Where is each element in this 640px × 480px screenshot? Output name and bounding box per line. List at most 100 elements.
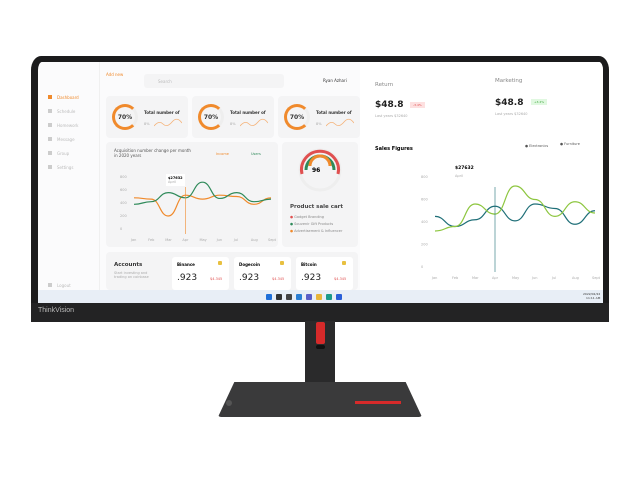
search-icon[interactable] (276, 294, 282, 300)
coin-icon (342, 261, 346, 265)
sidebar-item-settings[interactable]: Settings (48, 160, 79, 174)
x-tick-label: Jun (216, 238, 222, 242)
stand-base (218, 382, 422, 417)
product-title: Product sale cart (290, 204, 344, 210)
stat-sub: 8% (230, 122, 236, 126)
coin-card-bitcoin[interactable]: Bitcoin .923 $4.345 (296, 257, 353, 290)
acquisition-chart-card: Acquisition number change per month in 2… (106, 142, 278, 247)
stat-card: 70% Total number of 8% (106, 96, 188, 138)
x-tick-label: Apr (492, 276, 499, 280)
logout-icon (48, 283, 52, 287)
logout-button[interactable]: Logout (48, 278, 71, 292)
search-input[interactable]: Search (144, 74, 284, 88)
sidebar-item-label: Group (57, 150, 70, 156)
coin-card-dogecoin[interactable]: Dogecoin .923 $4.345 (234, 257, 291, 290)
taskbar: 2022/02/22 11:11 AM (38, 290, 603, 304)
y-tick-label: 600 (421, 198, 428, 202)
coin-value: .923 (301, 273, 322, 283)
sparkline (326, 118, 354, 127)
legend-income: Income (216, 152, 229, 156)
accounts-title: Accounts (114, 262, 143, 268)
task-view-icon[interactable] (286, 294, 292, 300)
marketing-value: $48.8 (495, 98, 524, 108)
marketing-sub: Last years $32640 (495, 112, 528, 116)
series-line-income (133, 194, 272, 217)
coin-change: $4.345 (272, 277, 285, 281)
marketing-title: Marketing (495, 78, 523, 84)
x-tick-label: Mar (472, 276, 479, 280)
coin-value: .923 (177, 273, 198, 283)
series-line-users (133, 181, 272, 205)
chat-icon[interactable] (306, 294, 312, 300)
right-panel: Return $48.8 -3.4% Last years $32640 Mar… (360, 62, 603, 290)
sparkline (154, 118, 182, 127)
x-tick-label: Jun (531, 276, 537, 280)
coin-name: Binance (177, 262, 195, 267)
sidebar-item-homework[interactable]: Homework (48, 118, 79, 132)
edge-icon[interactable] (326, 294, 332, 300)
product-value: 96 (312, 167, 321, 174)
sales-line-chart: 800 600 400 200 0 Jan Feb Mar Apr May Jun Jul Aug Sep… (421, 175, 601, 280)
x-tick-label: Jul (551, 276, 556, 280)
coin-name: Bitcoin (301, 262, 317, 267)
x-tick-label: May (512, 276, 519, 280)
series-line-electronics (434, 203, 596, 228)
dashboard-icon (48, 95, 52, 99)
stat-title: Total number of (144, 110, 180, 115)
product-legend-item: ● Advertisement & Influencer (290, 229, 343, 233)
y-tick-label: 600 (120, 188, 127, 192)
stat-title: Total number of (316, 110, 352, 115)
stand-red-accent (316, 322, 325, 344)
start-icon[interactable] (266, 294, 272, 300)
return-badge: -3.4% (410, 102, 425, 108)
y-tick-label: 200 (120, 214, 127, 218)
sidebar-item-label: Settings (57, 164, 74, 170)
monitor-screen: Dashboard Schedule Homework Message Group Set… (38, 62, 603, 304)
search-placeholder: Search (158, 79, 172, 84)
product-legend-item: ● Souvenir Gift Products (290, 222, 334, 226)
coin-value: .923 (239, 273, 260, 283)
add-new-button[interactable]: Add new (106, 72, 124, 77)
x-tick-label: Aug (572, 276, 579, 280)
sales-tooltip-label: April (455, 174, 463, 178)
coin-card-binance[interactable]: Binance .923 $4.345 (172, 257, 229, 290)
progress-ring: 70% (284, 104, 310, 130)
legend-furniture: ● Furniture (560, 142, 580, 146)
stat-card: 70% Total number of 8% (192, 96, 274, 138)
logout-label: Logout (57, 282, 71, 288)
sidebar-item-label: Homework (57, 122, 79, 128)
explorer-icon[interactable] (316, 294, 322, 300)
accounts-desc: Start investing and trading on coinbase (114, 271, 149, 279)
sidebar-item-message[interactable]: Message (48, 132, 79, 146)
sidebar-item-label: Message (57, 136, 75, 142)
coin-change: $4.345 (210, 277, 223, 281)
store-icon[interactable] (336, 294, 342, 300)
product-legend-item: ● Gadget Branding (290, 215, 324, 219)
widgets-icon[interactable] (296, 294, 302, 300)
x-tick-label: Jan (130, 238, 136, 242)
brand-logo: ThinkVision (38, 307, 75, 314)
sales-tooltip-value: $27632 (455, 166, 474, 171)
sales-title: Sales Figures (375, 146, 413, 152)
x-tick-label: Jul (233, 238, 238, 242)
x-tick-label: Aug (251, 238, 258, 242)
y-tick-label: 800 (120, 175, 127, 179)
stat-card: 70% Total number of 8% (278, 96, 360, 138)
clock[interactable]: 2022/02/22 11:11 AM (583, 292, 601, 300)
x-tick-label: Apr (182, 238, 189, 242)
x-tick-label: Mar (165, 238, 172, 242)
user-menu[interactable]: Ryan Azhari (323, 78, 347, 83)
sidebar-item-group[interactable]: Group (48, 146, 79, 160)
sidebar-item-label: Schedule (57, 108, 76, 114)
base-red-accent (355, 401, 401, 404)
coin-icon (218, 261, 222, 265)
sidebar-item-schedule[interactable]: Schedule (48, 104, 79, 118)
sidebar-item-dashboard[interactable]: Dashboard (48, 90, 79, 104)
y-tick-label: 400 (120, 201, 127, 205)
acquisition-tooltip: $27632 April (166, 174, 185, 186)
x-tick-label: Sept (268, 238, 277, 242)
return-value: $48.8 (375, 100, 404, 110)
coin-icon (280, 261, 284, 265)
sidebar: Dashboard Schedule Homework Message Group Set… (38, 62, 100, 290)
return-sub: Last years $32640 (375, 114, 408, 118)
